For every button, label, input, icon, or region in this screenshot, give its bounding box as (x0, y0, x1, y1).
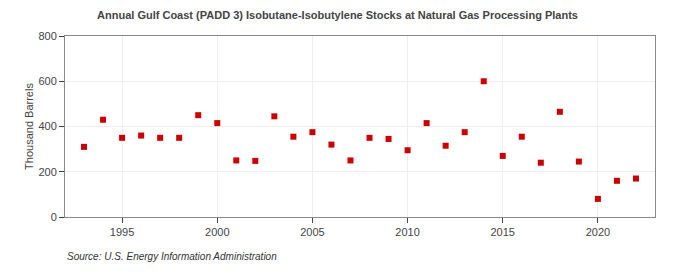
svg-text:2020: 2020 (586, 226, 610, 238)
svg-text:2010: 2010 (395, 226, 419, 238)
svg-text:2005: 2005 (300, 226, 324, 238)
svg-text:2000: 2000 (205, 226, 229, 238)
svg-text:Source: U.S. Energy Informatio: Source: U.S. Energy Information Administ… (67, 251, 277, 262)
svg-text:200: 200 (38, 166, 56, 178)
svg-text:Annual Gulf Coast (PADD 3) Iso: Annual Gulf Coast (PADD 3) Isobutane-Iso… (97, 9, 578, 21)
svg-text:2015: 2015 (490, 226, 514, 238)
svg-text:600: 600 (38, 75, 56, 87)
svg-text:400: 400 (38, 120, 56, 132)
svg-text:1995: 1995 (110, 226, 134, 238)
svg-text:800: 800 (38, 30, 56, 42)
svg-text:0: 0 (51, 211, 57, 223)
svg-text:Thousand Barrels: Thousand Barrels (23, 83, 35, 170)
